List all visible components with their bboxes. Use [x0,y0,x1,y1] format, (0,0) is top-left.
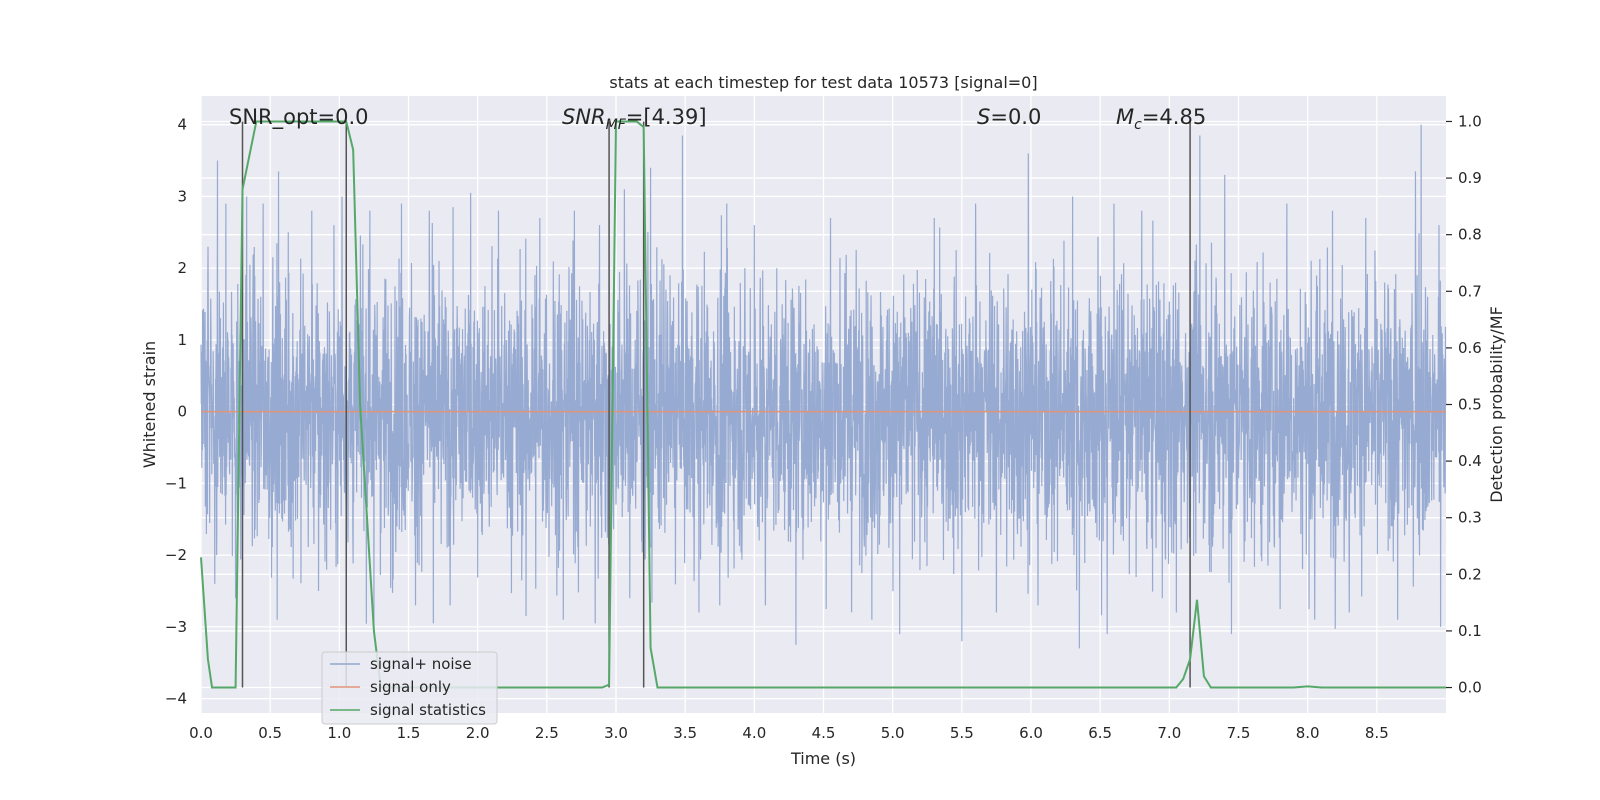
legend-label-signal-only: signal only [370,678,451,696]
x-tick-label: 2.5 [535,724,559,742]
annotation-snr-mf-sub: MF [606,117,627,133]
annotation-s-main: S [977,105,990,129]
x-tick-label: 1.5 [397,724,421,742]
y-tick-label: −4 [165,690,187,708]
y-axis-ticks: −4 −3 −2 −1 0 1 2 3 4 [165,116,187,708]
legend-label-signal-statistics: signal statistics [370,701,486,719]
y2-tick-label: 0.3 [1458,509,1482,527]
x-axis-ticks: 0.0 0.5 1.0 1.5 2.0 2.5 3.0 3.5 4.0 4.5 5.0 5.5 6.0 6… [189,724,1389,742]
annotation-mc-value: =4.85 [1142,105,1206,129]
legend: signal+ noise signal only signal statist… [321,651,498,725]
x-tick-label: 0.5 [258,724,282,742]
series-signal-noise [200,124,1447,649]
y2-tick-label: 0.4 [1458,452,1482,470]
y-tick-label: 1 [177,331,187,349]
y-tick-label: 3 [177,187,187,205]
y-tick-label: 0 [177,403,187,421]
y2-axis-ticks: 0.0 0.1 0.2 0.3 0.4 0.5 0.6 0.7 0.8 0.9 1.0 [1446,112,1482,697]
x-tick-label: 3.0 [604,724,628,742]
x-tick-label: 7.5 [1227,724,1251,742]
x-tick-label: 5.0 [881,724,905,742]
annotation-mc-sub: c [1134,117,1142,133]
y2-tick-label: 0.9 [1458,169,1482,187]
y2-tick-label: 0.6 [1458,339,1482,357]
y-axis-label: Whitened strain [140,341,159,468]
legend-box [321,651,498,725]
x-tick-label: 4.5 [812,724,836,742]
x-tick-label: 7.0 [1157,724,1181,742]
y2-tick-label: 0.1 [1458,622,1482,640]
x-tick-label: 4.0 [742,724,766,742]
y2-tick-label: 0.7 [1458,282,1482,300]
y2-tick-label: 0.2 [1458,565,1482,583]
series-line-signal-statistics [200,120,1446,689]
y-tick-label: 2 [177,259,187,277]
annotation-snr-opt: SNR_opt=0.0 [229,105,369,130]
x-tick-label: 5.5 [950,724,974,742]
annotation-s: S=0.0 [977,105,1041,129]
y-tick-label: 4 [177,116,187,134]
y-tick-label: −1 [165,474,187,492]
annotation-mc-main: M [1116,105,1134,129]
y2-tick-label: 1.0 [1458,112,1482,130]
y2-tick-label: 0.0 [1458,679,1482,697]
annotation-snr-mf-value: =[4.39] [626,105,707,129]
chart-title: stats at each timestep for test data 105… [609,73,1037,92]
x-tick-label: 6.0 [1019,724,1043,742]
x-tick-label: 2.0 [466,724,490,742]
annotation-s-value: =0.0 [990,105,1041,129]
x-tick-label: 8.5 [1365,724,1389,742]
x-axis-label: Time (s) [790,749,856,768]
x-tick-label: 3.5 [673,724,697,742]
detection-markers [241,121,1191,688]
y2-axis-label: Detection probability/MF [1487,306,1506,503]
x-tick-label: 0.0 [189,724,213,742]
x-tick-label: 8.0 [1296,724,1320,742]
y2-tick-label: 0.8 [1458,226,1482,244]
annotation-snr-mf: SNRMF=[4.39] [562,105,707,133]
y-tick-label: −2 [165,546,187,564]
y-tick-label: −3 [165,618,187,636]
series-signal-statistics [200,120,1446,689]
x-tick-label: 6.5 [1088,724,1112,742]
legend-label-signal-noise: signal+ noise [370,655,472,673]
annotation-snr-mf-main: SNR [562,105,606,129]
annotation-mc: Mc=4.85 [1116,105,1206,133]
series-line-signal-noise [200,124,1447,649]
y2-tick-label: 0.5 [1458,396,1482,414]
x-tick-label: 1.0 [327,724,351,742]
